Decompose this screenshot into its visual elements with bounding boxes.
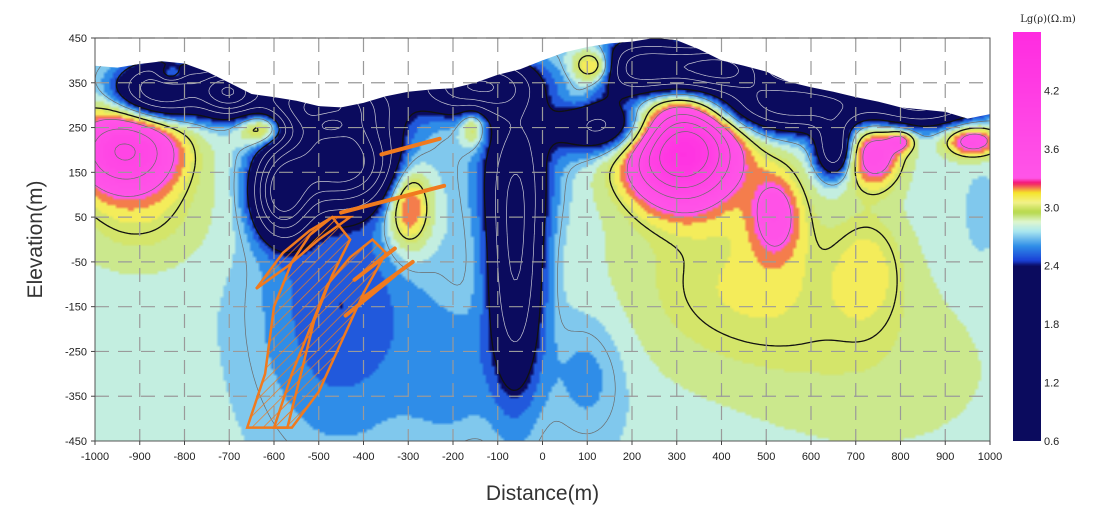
orebody-mid: [272, 237, 388, 429]
vein-1: [379, 136, 442, 157]
y-tick-label: -150: [65, 302, 87, 314]
colorbar-tick-label: 3.0: [1044, 202, 1059, 214]
plot-area: [94, 37, 991, 442]
x-tick-label: -200: [442, 451, 464, 463]
x-tick-label: 300: [668, 451, 686, 463]
colorbar-tick-label: 4.2: [1044, 85, 1059, 97]
y-tick-label: -450: [65, 436, 87, 448]
grid-lines: [95, 37, 990, 441]
x-tick-label: 700: [847, 451, 865, 463]
x-axis-title: Distance(m): [486, 482, 599, 505]
x-tick-label: 800: [891, 451, 909, 463]
contour-3-9: [114, 122, 720, 188]
x-tick-label: 100: [578, 451, 596, 463]
x-tick-label: -400: [352, 451, 374, 463]
colorbar-ticks: 4.2 3.6 3.0 2.4 1.8 1.2 0.6: [1044, 85, 1059, 448]
x-tick-label: 1000: [978, 451, 1002, 463]
x-tick-label: -1000: [81, 451, 109, 463]
vein-3: [352, 246, 397, 282]
x-tick-label: -800: [173, 451, 195, 463]
colorbar-tick-label: 1.2: [1044, 378, 1059, 390]
colorbar: Lg(ρ)(Ω.m) 4.2 3.6 3.0 2.4 1.8 1.2 0.6: [1013, 14, 1076, 448]
colorbar-gradient: [1013, 32, 1041, 441]
y-tick-label: -50: [71, 257, 87, 269]
y-tick-label: 450: [69, 33, 87, 45]
x-tick-label: 500: [757, 451, 775, 463]
y-tick-label: 50: [75, 212, 87, 224]
x-tick-label: -700: [218, 451, 240, 463]
x-tick-label: -500: [308, 451, 330, 463]
x-tick-label: -600: [263, 451, 285, 463]
y-tick-label: 150: [69, 167, 87, 179]
x-tick-label: -300: [397, 451, 419, 463]
x-tick-label: 0: [539, 451, 545, 463]
orebody-overlays: [245, 136, 447, 429]
y-tick-label: -250: [65, 346, 87, 358]
colorbar-tick-label: 2.4: [1044, 261, 1059, 273]
colorbar-title: Lg(ρ)(Ω.m): [1020, 14, 1076, 25]
orebody-upper: [255, 215, 354, 290]
y-axis-title: Elevation(m): [24, 181, 47, 299]
y-tick-label: 250: [69, 123, 87, 135]
vein-5: [361, 259, 415, 300]
x-tick-label: -100: [487, 451, 509, 463]
vein-2: [339, 183, 447, 215]
y-tick-label: -350: [65, 391, 87, 403]
x-tick-label: -900: [129, 451, 151, 463]
colorbar-tick-label: 3.6: [1044, 144, 1059, 156]
x-tick-label: 200: [623, 451, 641, 463]
x-tick-label: 900: [936, 451, 954, 463]
x-tick-label: 600: [802, 451, 820, 463]
colorbar-tick-label: 1.8: [1044, 319, 1059, 331]
x-tick-label: 400: [712, 451, 730, 463]
colorbar-tick-label: 0.6: [1044, 436, 1059, 448]
resistivity-heatmap: [95, 38, 990, 441]
y-tick-label: 350: [69, 78, 87, 90]
x-axis: -1000 -900 -800 -700 -600 -500 -400 -300 -200 -10…: [81, 441, 1002, 463]
y-axis: 450 350 250 150 50 -50 -150 -250 -350 -450: [65, 33, 95, 448]
